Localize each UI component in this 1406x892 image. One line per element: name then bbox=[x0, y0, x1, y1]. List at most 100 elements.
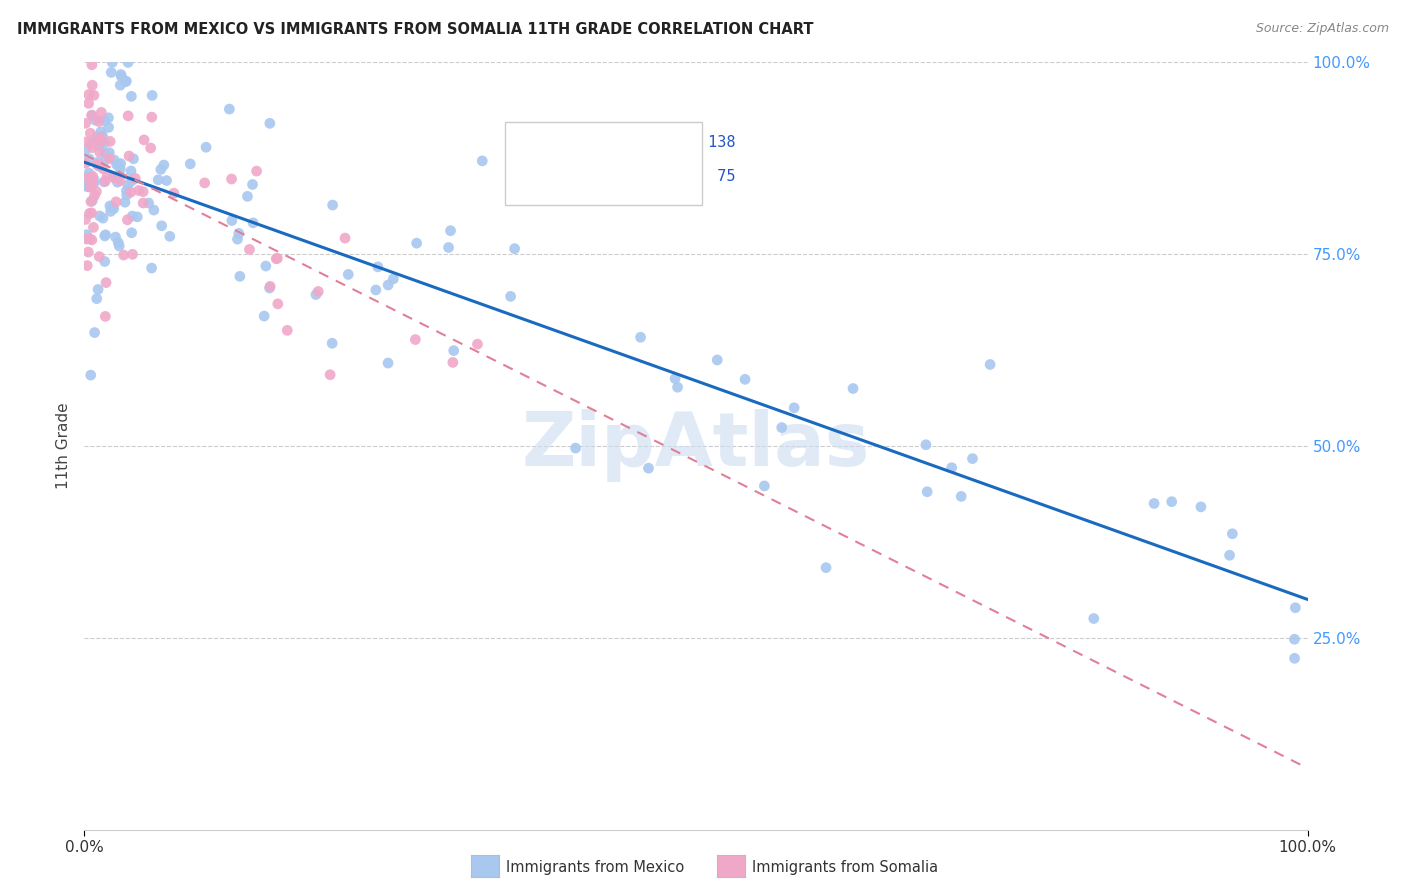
Point bbox=[110, 78, 132, 93]
Point bbox=[266, 252, 288, 266]
Point bbox=[245, 164, 267, 178]
Point bbox=[97, 120, 120, 135]
Text: Immigrants from Somalia: Immigrants from Somalia bbox=[752, 860, 938, 874]
Point bbox=[1160, 494, 1182, 508]
Point bbox=[121, 226, 143, 240]
Point bbox=[84, 113, 107, 128]
Point bbox=[110, 161, 132, 176]
Point bbox=[75, 156, 97, 170]
Point bbox=[319, 368, 342, 382]
Point bbox=[75, 232, 97, 246]
Point bbox=[77, 152, 100, 166]
Point bbox=[141, 88, 163, 103]
Point bbox=[97, 111, 120, 125]
Point bbox=[950, 490, 973, 504]
Point bbox=[83, 172, 105, 186]
Point bbox=[443, 343, 465, 358]
Point bbox=[915, 438, 938, 452]
Point bbox=[79, 232, 101, 246]
Point bbox=[194, 176, 217, 190]
Point bbox=[1284, 632, 1306, 647]
Point bbox=[439, 224, 461, 238]
Point bbox=[706, 353, 728, 368]
Point bbox=[79, 206, 101, 220]
Point bbox=[108, 159, 131, 173]
Point bbox=[121, 209, 143, 223]
Point bbox=[86, 155, 108, 169]
Text: Source: ZipAtlas.com: Source: ZipAtlas.com bbox=[1256, 22, 1389, 36]
Point bbox=[75, 212, 97, 227]
Point bbox=[471, 153, 494, 168]
Point bbox=[1220, 526, 1243, 541]
Point bbox=[253, 309, 276, 323]
Point bbox=[117, 109, 139, 123]
Point bbox=[267, 297, 290, 311]
Point bbox=[307, 285, 329, 299]
Point bbox=[564, 441, 586, 455]
Point bbox=[83, 189, 105, 203]
Point bbox=[114, 75, 136, 89]
Point bbox=[770, 420, 793, 434]
Point bbox=[110, 70, 132, 84]
Point bbox=[89, 250, 111, 264]
Point bbox=[405, 236, 427, 251]
Point bbox=[94, 174, 117, 188]
Point bbox=[80, 136, 103, 151]
Point bbox=[734, 372, 756, 386]
Point bbox=[120, 164, 142, 178]
Point bbox=[80, 108, 103, 122]
Text: R = -0.697   N = 138: R = -0.697 N = 138 bbox=[553, 135, 735, 150]
Point bbox=[94, 276, 117, 290]
Point bbox=[77, 87, 100, 102]
Point bbox=[80, 58, 103, 72]
Point bbox=[150, 219, 173, 233]
Point bbox=[87, 159, 110, 173]
Point bbox=[82, 175, 104, 189]
Point bbox=[90, 125, 112, 139]
Point bbox=[76, 135, 98, 149]
Point bbox=[139, 141, 162, 155]
Point bbox=[754, 479, 776, 493]
Point bbox=[259, 281, 281, 295]
Point bbox=[77, 170, 100, 185]
Point bbox=[83, 88, 105, 103]
Point bbox=[218, 102, 240, 116]
Point bbox=[87, 114, 110, 128]
Point bbox=[254, 259, 277, 273]
Point bbox=[179, 157, 201, 171]
Point bbox=[105, 158, 128, 172]
Point bbox=[132, 185, 155, 199]
Point bbox=[322, 198, 344, 212]
Point bbox=[77, 166, 100, 180]
Point bbox=[666, 380, 689, 394]
Point bbox=[89, 209, 111, 223]
Point bbox=[153, 158, 176, 172]
Point bbox=[377, 356, 399, 370]
Point bbox=[1189, 500, 1212, 514]
Point bbox=[103, 153, 125, 167]
Point bbox=[382, 272, 405, 286]
Point bbox=[87, 138, 110, 153]
Point bbox=[149, 162, 172, 177]
Point bbox=[89, 145, 111, 159]
Point bbox=[195, 140, 218, 154]
Point bbox=[79, 180, 101, 194]
Point bbox=[108, 174, 131, 188]
Point bbox=[221, 213, 243, 227]
Point bbox=[75, 116, 97, 130]
Point bbox=[112, 248, 135, 262]
Text: R = -0.549   N =  75: R = -0.549 N = 75 bbox=[553, 169, 735, 184]
Point bbox=[100, 65, 122, 79]
Point bbox=[242, 216, 264, 230]
Point bbox=[82, 136, 104, 150]
Point bbox=[630, 330, 652, 344]
Point bbox=[115, 188, 138, 202]
Point bbox=[437, 240, 460, 254]
Point bbox=[132, 133, 155, 147]
Point bbox=[1284, 651, 1306, 665]
Point bbox=[122, 152, 145, 166]
Point bbox=[664, 371, 686, 385]
Point bbox=[1284, 600, 1306, 615]
Point bbox=[367, 260, 389, 274]
Point bbox=[82, 220, 104, 235]
